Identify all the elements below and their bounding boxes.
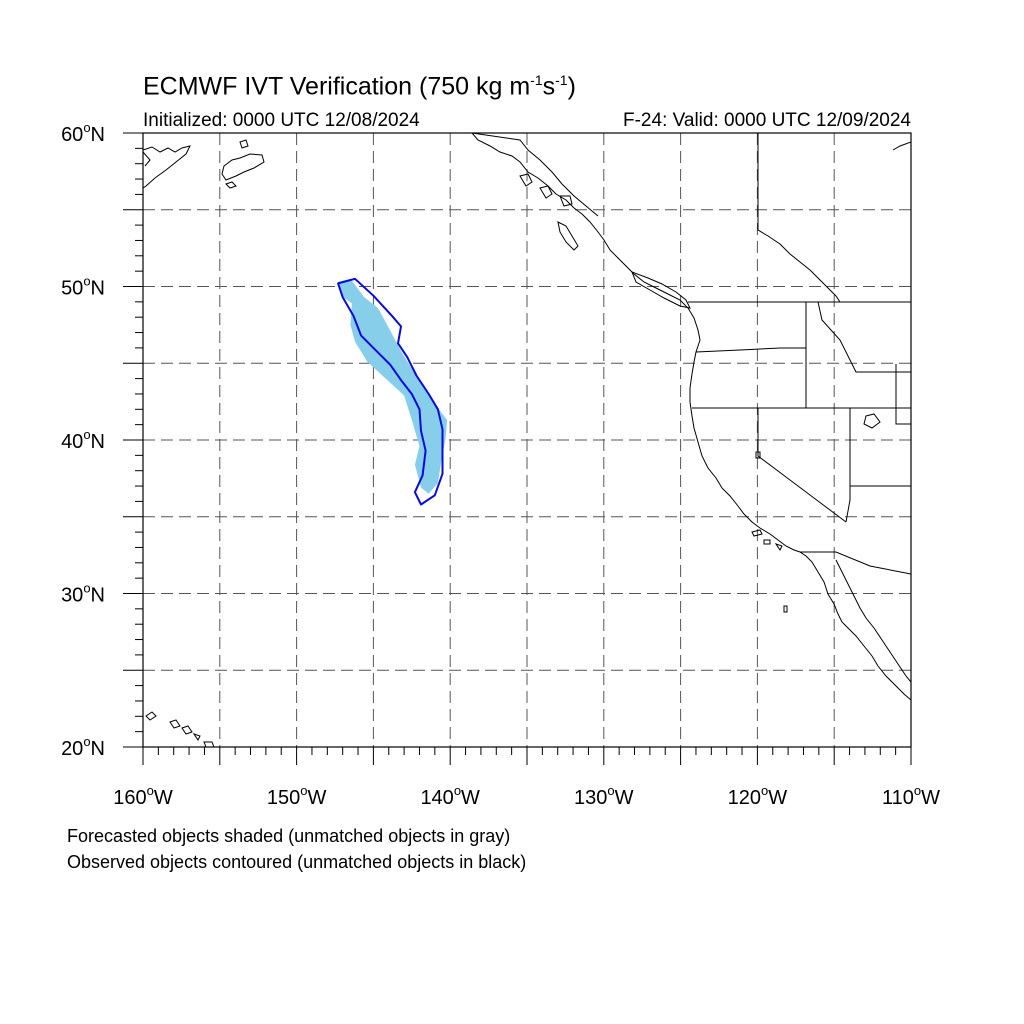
gulf-of-california-coast bbox=[835, 559, 911, 683]
lon-label: 130oW bbox=[574, 783, 634, 809]
alaska-coastline bbox=[143, 145, 191, 189]
lon-label: 140oW bbox=[420, 783, 480, 809]
valid-time-label: F-24: Valid: 0000 UTC 12/09/2024 bbox=[623, 110, 911, 131]
lat-lon-grid bbox=[143, 133, 911, 747]
us-mexico-border bbox=[800, 551, 911, 575]
wyoming-border bbox=[895, 364, 911, 425]
haida-gwaii bbox=[557, 221, 579, 251]
axis-labels: 60oN 50oN 40oN 30oN 20oN 160oW 150oW 140oW 130oW… bbox=[61, 120, 940, 809]
verification-objects bbox=[337, 277, 448, 506]
observed-ivt-contour bbox=[337, 277, 444, 506]
lon-label: 150oW bbox=[267, 783, 327, 809]
nevada-utah-border bbox=[845, 408, 851, 523]
initialized-label: Initialized: 0000 UTC 12/08/2024 bbox=[143, 110, 420, 131]
north-america-coastline bbox=[471, 133, 911, 701]
alaska-bc-border bbox=[471, 133, 599, 217]
lat-label: 50oN bbox=[61, 274, 105, 300]
alaska-peninsula-islands bbox=[225, 139, 249, 189]
lat-label: 30oN bbox=[61, 581, 105, 607]
channel-islands bbox=[751, 529, 783, 551]
oregon-border bbox=[692, 347, 807, 409]
se-alaska-islands bbox=[519, 173, 573, 207]
bc-alberta-border bbox=[757, 133, 841, 303]
lat-label: 40oN bbox=[61, 427, 105, 453]
hawaii-islands bbox=[145, 711, 215, 747]
hudson-bay-coast-corner bbox=[892, 141, 911, 151]
montana-border bbox=[817, 301, 911, 373]
vancouver-island bbox=[631, 271, 691, 309]
great-salt-lake bbox=[863, 413, 881, 429]
axis-ticks bbox=[123, 132, 912, 765]
geography-layer bbox=[143, 133, 911, 747]
lon-label: 110oW bbox=[882, 783, 940, 809]
lat-label: 20oN bbox=[61, 734, 105, 760]
forecast-caption: Forecasted objects shaded (unmatched obj… bbox=[67, 826, 511, 846]
california-nevada-border bbox=[757, 408, 847, 523]
lake-tahoe bbox=[755, 451, 761, 459]
lon-label: 120oW bbox=[728, 783, 788, 809]
lon-label: 160oW bbox=[113, 783, 173, 809]
chart-title: ECMWF IVT Verification (750 kg m-1s-1) bbox=[143, 72, 576, 101]
guadalupe-island bbox=[783, 605, 788, 613]
lat-label: 60oN bbox=[61, 120, 105, 146]
observed-caption: Observed objects contoured (unmatched ob… bbox=[67, 852, 527, 872]
kodiak-island bbox=[221, 153, 265, 181]
forecast-ivt-object bbox=[338, 278, 448, 494]
